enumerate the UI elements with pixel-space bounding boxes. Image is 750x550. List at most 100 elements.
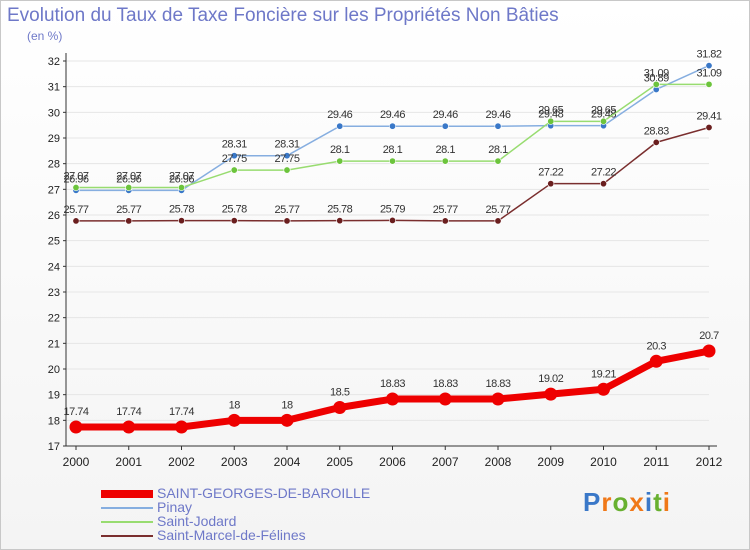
data-point (599, 117, 607, 125)
legend-swatch (101, 490, 153, 498)
data-label: 28.1 (488, 144, 508, 156)
data-label: 28.1 (383, 144, 403, 156)
data-label: 18.83 (380, 378, 405, 390)
y-tick-label: 26 (48, 210, 60, 222)
legend-swatch (101, 535, 153, 537)
data-point (72, 217, 80, 225)
data-label: 29.46 (433, 109, 458, 121)
data-point (649, 354, 663, 368)
data-point (283, 166, 291, 174)
chart-title: Evolution du Taux de Taxe Foncière sur l… (7, 5, 559, 26)
y-tick-label: 18 (48, 415, 60, 427)
data-label: 29.48 (538, 109, 563, 121)
data-point (336, 122, 344, 130)
data-point (227, 413, 241, 427)
legend-item: Saint-Jodard (101, 513, 421, 530)
data-label: 31.09 (696, 67, 721, 79)
data-label: 26.96 (63, 173, 88, 185)
data-label: 25.77 (433, 204, 458, 216)
y-tick-label: 24 (48, 261, 60, 273)
data-point (178, 217, 186, 225)
data-point (547, 117, 555, 125)
data-label: 28.83 (644, 125, 669, 137)
y-tick-label: 29 (48, 133, 60, 145)
legend-item: SAINT-GEORGES-DE-BAROILLE (101, 485, 421, 502)
data-label: 18.5 (330, 387, 350, 399)
data-label: 18 (229, 399, 241, 411)
data-label: 29.46 (327, 109, 352, 121)
data-point (441, 217, 449, 225)
x-tick-label: 2005 (326, 455, 353, 469)
data-point (386, 392, 399, 406)
data-label: 25.78 (169, 204, 194, 216)
data-label: 27.07 (169, 171, 194, 183)
data-label: 29.46 (485, 109, 510, 121)
legend-label: Saint-Jodard (157, 513, 237, 529)
y-tick-label: 27 (48, 184, 60, 196)
x-tick-label: 2003 (221, 455, 248, 469)
y-tick-label: 30 (48, 107, 60, 119)
data-point (494, 157, 502, 165)
data-point (69, 420, 83, 434)
x-tick-label: 2002 (168, 455, 195, 469)
legend-item: Pinay (101, 499, 421, 516)
data-label: 28.31 (222, 139, 247, 151)
data-label: 19.21 (591, 368, 616, 380)
y-tick-label: 21 (48, 338, 60, 350)
data-label: 27.75 (222, 153, 247, 165)
data-label: 28.1 (330, 144, 350, 156)
data-label: 29.65 (591, 104, 616, 116)
data-label: 28.1 (436, 144, 456, 156)
data-point (702, 344, 716, 358)
data-point (705, 123, 713, 131)
data-point (705, 62, 713, 70)
data-point (388, 122, 396, 130)
data-point (388, 216, 396, 224)
data-point (283, 217, 291, 225)
data-point (705, 80, 713, 88)
data-point (125, 184, 133, 192)
x-tick-label: 2011 (643, 455, 669, 469)
legend-item: Saint-Marcel-de-Félines (101, 527, 421, 544)
data-label: 28.31 (274, 139, 299, 151)
data-point (544, 387, 558, 401)
data-point (494, 122, 502, 130)
data-label: 17.74 (116, 406, 141, 418)
data-label: 20.3 (647, 340, 667, 352)
data-label: 18.83 (433, 378, 458, 390)
data-label: 25.77 (63, 204, 88, 216)
data-label: 30.89 (644, 72, 669, 84)
data-point (230, 152, 238, 160)
data-point (283, 152, 291, 160)
x-tick-label: 2008 (485, 455, 512, 469)
data-point (280, 413, 294, 427)
data-label: 26.96 (169, 173, 194, 185)
data-point (230, 166, 238, 174)
data-label: 27.75 (274, 153, 299, 165)
data-point (441, 122, 449, 130)
data-point (438, 392, 452, 406)
data-label: 31.82 (696, 49, 721, 61)
x-tick-label: 2012 (696, 455, 723, 469)
data-label: 25.78 (327, 204, 352, 216)
data-label: 29.65 (538, 104, 563, 116)
data-label: 27.22 (538, 167, 563, 179)
data-label: 18 (281, 399, 293, 411)
y-tick-label: 28 (48, 159, 60, 171)
data-point (652, 80, 660, 88)
x-tick-label: 2007 (432, 455, 459, 469)
y-tick-label: 17 (48, 441, 60, 453)
data-label: 29.46 (380, 109, 405, 121)
data-point (491, 392, 505, 406)
data-label: 25.79 (380, 203, 405, 215)
data-label: 17.74 (169, 406, 194, 418)
data-point (336, 157, 344, 165)
data-point (597, 382, 610, 396)
data-point (547, 180, 555, 188)
y-tick-label: 23 (48, 287, 60, 299)
data-point (72, 184, 80, 192)
data-point (441, 157, 449, 165)
x-tick-label: 2010 (590, 455, 617, 469)
